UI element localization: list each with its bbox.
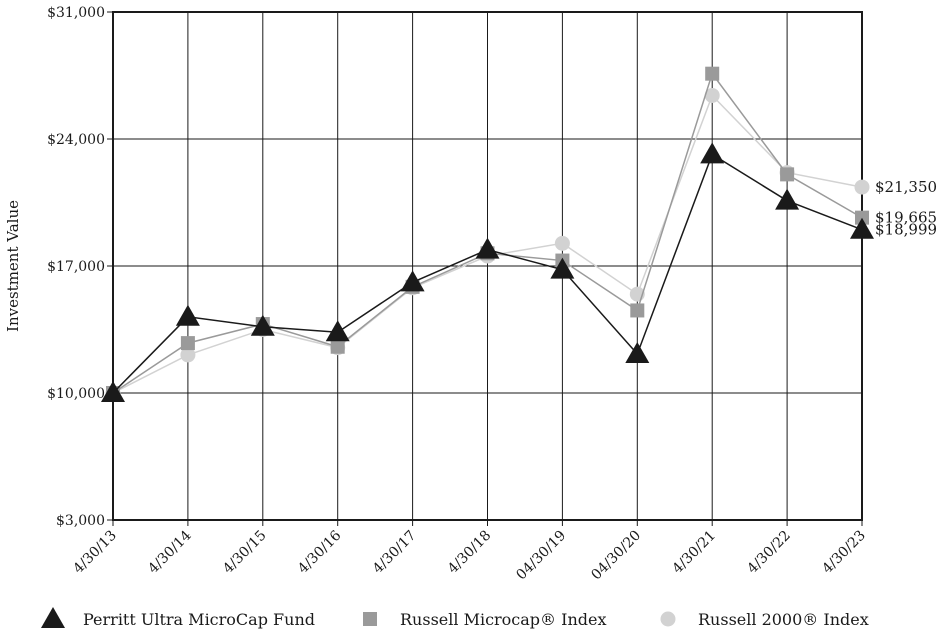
y-axis-title: Investment Value — [4, 200, 22, 332]
data-point — [704, 87, 720, 103]
series-triangle — [101, 142, 874, 402]
x-tick-label: 4/30/15 — [220, 528, 269, 577]
end-value-label: $19,665 — [875, 209, 937, 227]
legend-marker-square — [363, 612, 377, 626]
labels: $18,999$19,665 $21,350 — [875, 178, 937, 239]
data-point — [175, 304, 200, 326]
x-tick-label: 04/30/19 — [513, 528, 569, 584]
data-point — [850, 217, 874, 239]
axes: $3,000 $10,000 $17,000 $24,000 $31,000 4/30/1… — [4, 5, 869, 583]
y-tick-label: $31,000 — [47, 5, 105, 21]
data-point — [780, 167, 795, 182]
x-tick-label: 4/30/18 — [445, 528, 494, 577]
legend-marker-circle — [660, 611, 676, 627]
data-point — [775, 188, 800, 210]
data-point — [854, 179, 870, 195]
y-tick-label: $24,000 — [47, 132, 105, 148]
x-tick-label: 4/30/21 — [670, 528, 719, 577]
data-point — [550, 257, 575, 279]
legend-item: Russell Microcap® Index — [363, 610, 607, 629]
data-point — [475, 237, 500, 259]
data-point — [554, 235, 570, 251]
data-point — [400, 270, 425, 292]
y-tick-label: $3,000 — [56, 513, 105, 529]
data-point — [855, 210, 869, 225]
y-tick-label: $17,000 — [47, 259, 105, 275]
legend-label: Perritt Ultra MicroCap Fund — [83, 610, 315, 629]
x-tick-label: 4/30/17 — [370, 528, 419, 577]
legend-item: Perritt Ultra MicroCap Fund — [41, 607, 315, 629]
data-point — [630, 303, 645, 318]
legend: Perritt Ultra MicroCap Fund Russell Micro… — [41, 607, 869, 629]
x-tick-label: 4/30/14 — [145, 527, 195, 577]
data-point — [705, 66, 720, 81]
data-point — [625, 341, 650, 363]
legend-marker-triangle — [41, 607, 65, 628]
data-point — [180, 336, 195, 351]
end-value-label: $21,350 — [875, 178, 937, 196]
y-tick-label: $10,000 — [47, 386, 105, 402]
grid — [112, 11, 863, 521]
data-point — [250, 314, 275, 336]
data-point — [330, 339, 345, 354]
x-tick-label: 4/30/13 — [70, 528, 119, 577]
end-value-label: $18,999 — [875, 221, 937, 239]
data-point — [180, 347, 196, 363]
legend-label: Russell Microcap® Index — [400, 610, 607, 629]
data-point — [101, 381, 125, 402]
plot-frame — [112, 11, 863, 521]
x-tick-label: 4/30/23 — [819, 528, 868, 577]
x-tick-label: 4/30/22 — [744, 528, 793, 577]
x-tick-label: 04/30/20 — [588, 528, 644, 584]
series-group — [101, 66, 874, 402]
data-point — [700, 142, 725, 164]
legend-item: Russell 2000® Index — [660, 610, 869, 629]
data-point — [325, 320, 350, 342]
x-tick-label: 4/30/16 — [295, 527, 345, 577]
legend-label: Russell 2000® Index — [698, 610, 869, 629]
